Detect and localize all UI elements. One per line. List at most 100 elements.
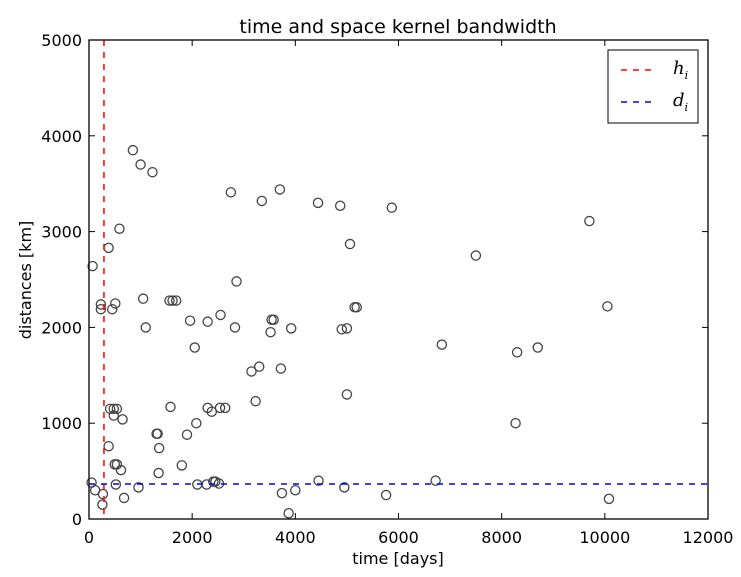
data-point: [110, 298, 121, 309]
data-point: [386, 202, 398, 213]
data-point: [108, 410, 120, 421]
data-point: [225, 187, 237, 198]
x-axis-label: time [days]: [352, 549, 443, 568]
data-point: [115, 464, 127, 476]
x-tick-label: 8000: [481, 528, 522, 547]
data-point: [510, 417, 521, 429]
data-point: [430, 475, 441, 486]
chart-title: time and space kernel bandwidth: [239, 16, 556, 38]
data-point: [285, 323, 297, 334]
data-point: [532, 342, 544, 353]
data-point: [351, 302, 362, 313]
data-point: [106, 303, 118, 315]
data-point: [133, 482, 144, 493]
legend-box: [607, 49, 699, 124]
data-point: [341, 323, 353, 334]
data-point: [110, 479, 122, 490]
data-point: [436, 339, 448, 350]
data-point: [313, 475, 324, 486]
data-point: [470, 250, 482, 261]
legend-h-label: hi: [673, 58, 688, 82]
data-point: [341, 389, 353, 400]
data-point: [97, 488, 109, 500]
data-point: [253, 361, 265, 372]
data-point: [95, 303, 107, 315]
data-point: [117, 414, 128, 425]
data-point: [181, 429, 193, 440]
data-point: [140, 322, 151, 333]
y-tick-label: 4000: [41, 127, 82, 146]
y-tick-label: 0: [72, 510, 82, 529]
data-point: [191, 417, 202, 429]
data-point: [584, 215, 595, 227]
data-point: [380, 489, 392, 501]
points-layer: [86, 144, 615, 519]
data-point: [111, 403, 123, 415]
x-tick-label: 10000: [579, 528, 630, 547]
data-point: [206, 406, 218, 417]
data-point: [339, 482, 350, 493]
data-point: [336, 324, 348, 335]
data-point: [290, 485, 301, 496]
data-point: [602, 301, 613, 312]
data-point: [334, 200, 346, 211]
data-point: [153, 467, 164, 479]
y-tick-label: 5000: [41, 31, 82, 50]
data-point: [256, 195, 268, 207]
data-point: [164, 295, 175, 306]
data-point: [137, 293, 149, 304]
y-tick-label: 3000: [41, 223, 82, 242]
data-point: [118, 492, 130, 504]
data-point: [268, 314, 279, 325]
data-point: [176, 460, 188, 471]
data-point: [349, 302, 360, 313]
y-tick-label: 2000: [41, 318, 82, 337]
data-point: [165, 401, 176, 413]
x-tick-label: 4000: [275, 528, 316, 547]
data-point: [153, 442, 165, 454]
data-point: [147, 166, 158, 178]
data-point: [214, 402, 226, 414]
data-point: [246, 366, 257, 377]
data-point: [511, 347, 523, 358]
data-point: [265, 326, 276, 338]
data-point: [127, 144, 139, 156]
data-point: [229, 322, 241, 333]
x-tick-label: 2000: [172, 528, 213, 547]
x-tick-label: 6000: [378, 528, 419, 547]
data-point: [189, 342, 200, 353]
data-point: [167, 295, 178, 306]
data-point: [283, 508, 294, 519]
data-point: [219, 402, 231, 414]
data-point: [312, 197, 324, 209]
data-point: [231, 276, 242, 287]
data-point: [114, 223, 125, 234]
data-point: [103, 440, 114, 452]
data-point: [87, 260, 98, 272]
data-point: [344, 238, 356, 250]
legend-d-label: di: [673, 90, 688, 114]
data-point: [266, 314, 277, 325]
y-tick-label: 1000: [41, 414, 82, 433]
data-point: [97, 499, 108, 510]
ticks-layer: 0 2000 4000 6000 8000 10000 12000 0 1000 2000 3000…: [41, 31, 733, 547]
data-point: [276, 487, 288, 499]
data-point: [152, 428, 163, 439]
data-point: [95, 299, 107, 310]
x-tick-label: 12000: [683, 528, 734, 547]
data-point: [109, 459, 121, 470]
data-point: [135, 159, 146, 170]
legend: hi di: [607, 49, 699, 124]
data-point: [103, 242, 114, 254]
data-point: [603, 493, 615, 505]
x-tick-label: 0: [84, 528, 94, 547]
data-point: [170, 295, 182, 306]
data-point: [274, 184, 286, 195]
data-point: [202, 316, 213, 327]
data-point: [215, 309, 226, 321]
data-point: [108, 403, 120, 415]
data-point: [275, 363, 287, 374]
data-point: [184, 315, 196, 326]
y-axis-label: distances [km]: [16, 221, 35, 340]
